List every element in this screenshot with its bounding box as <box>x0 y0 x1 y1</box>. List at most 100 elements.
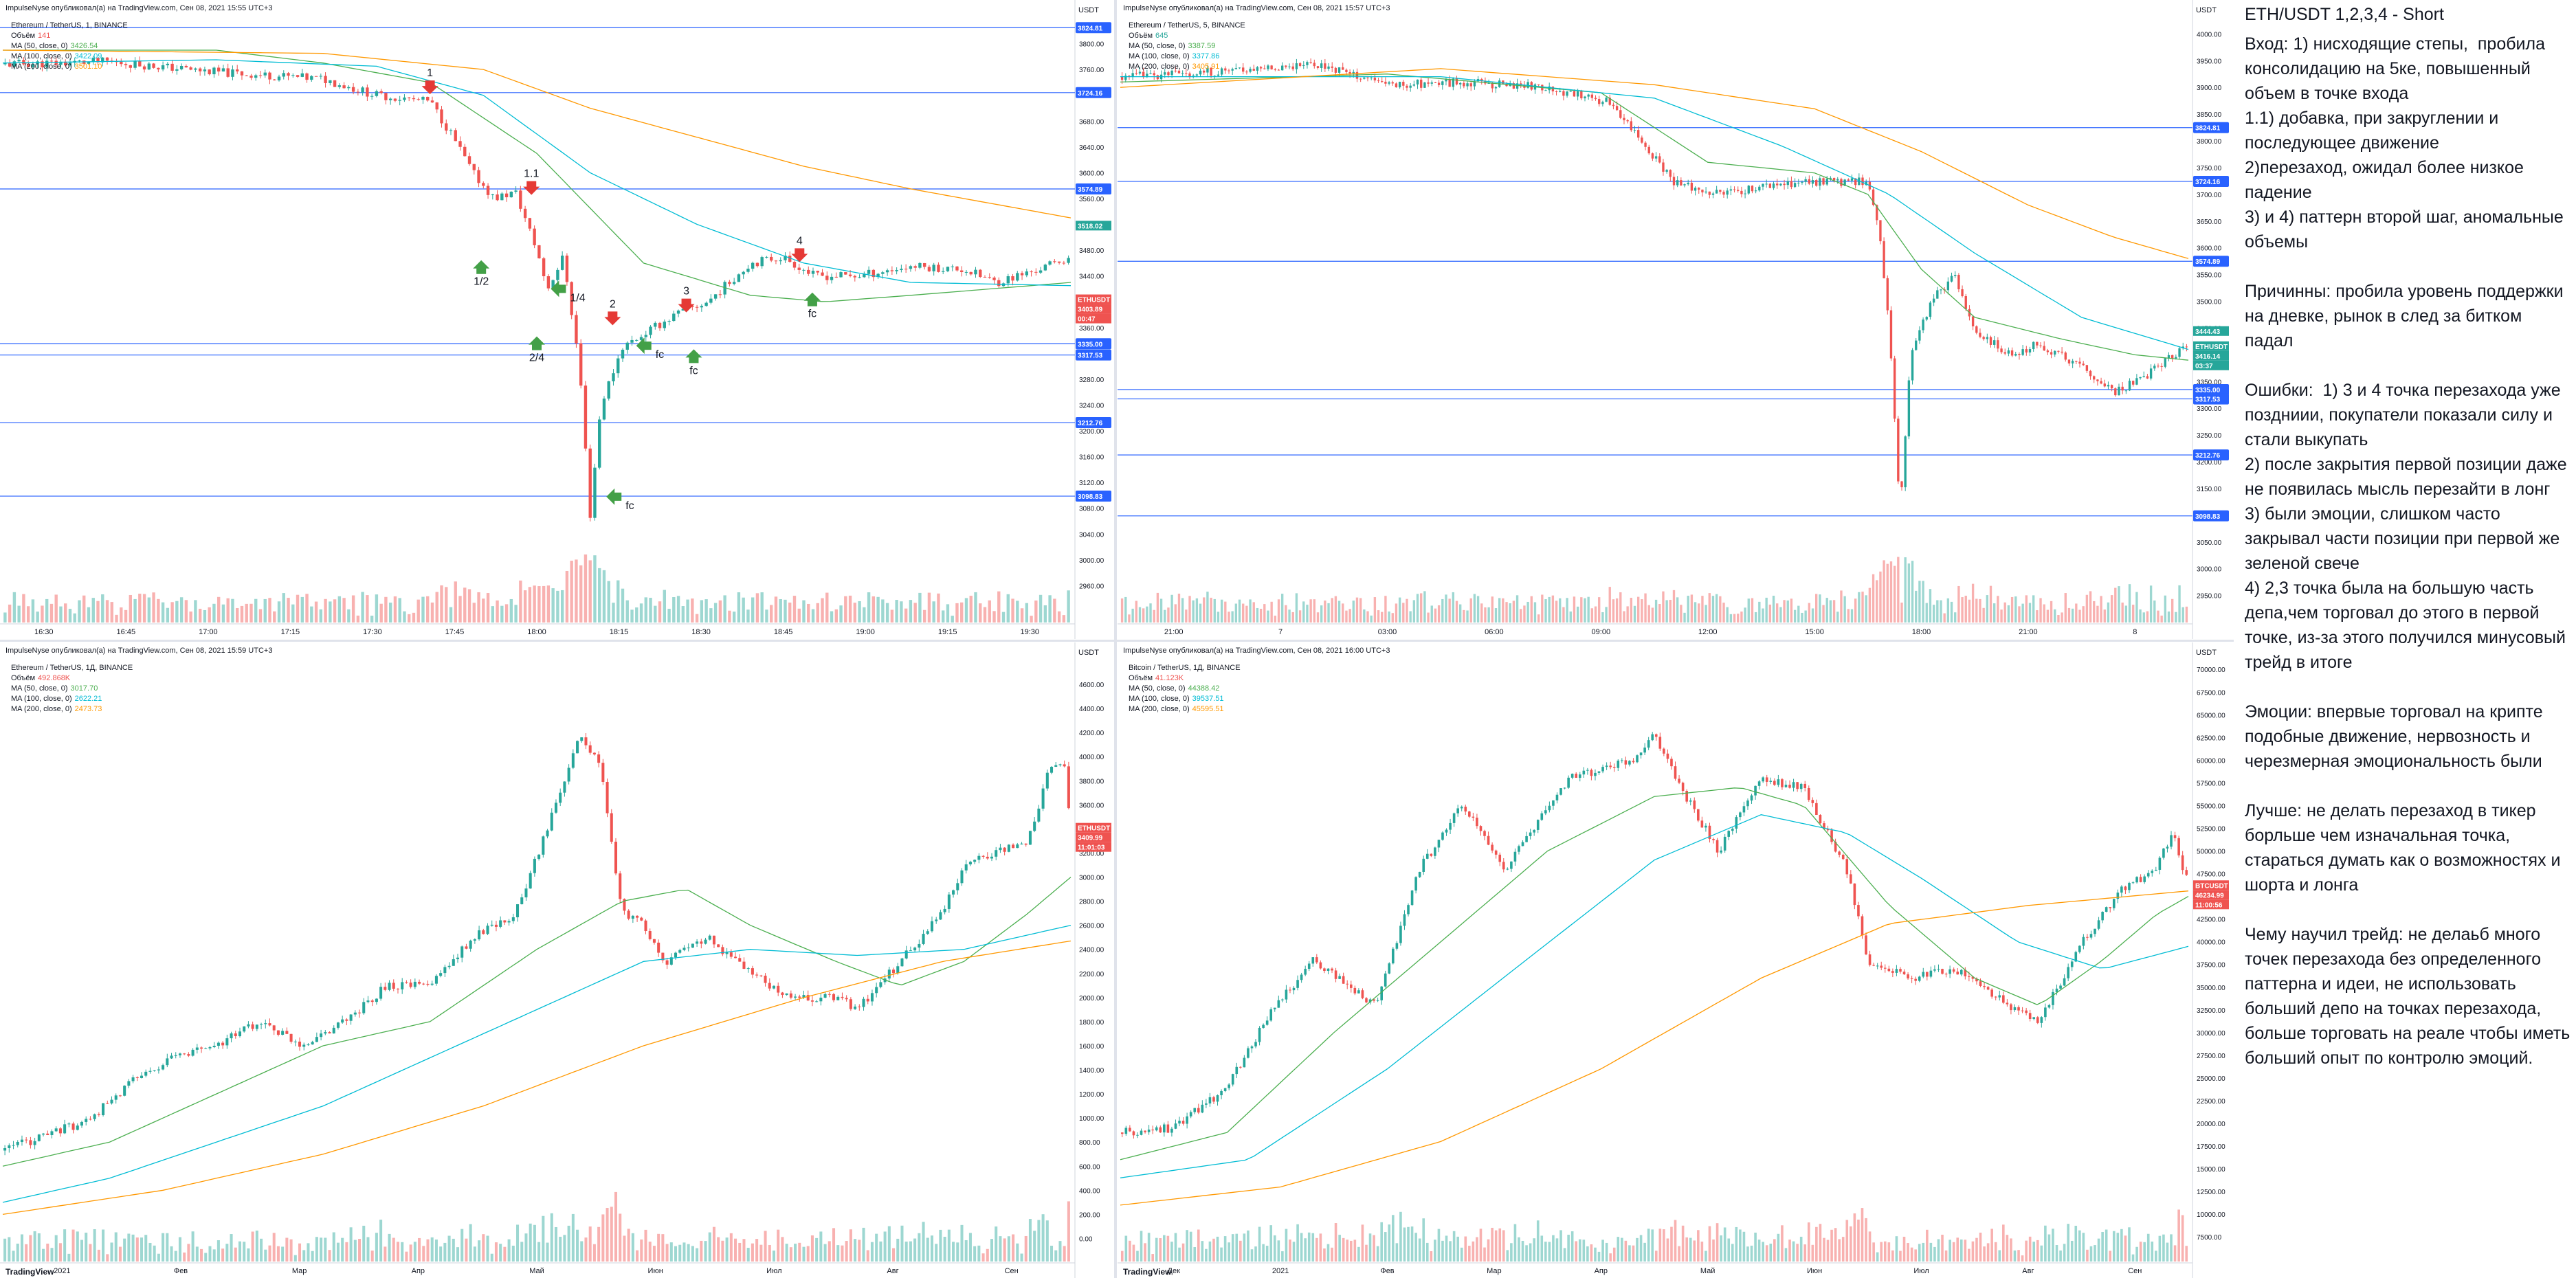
volume-bar <box>1914 1249 1917 1262</box>
price-tag-label: ETHUSDT <box>2195 344 2228 351</box>
candle-body <box>2003 352 2006 354</box>
volume-bar <box>2116 1233 2120 1262</box>
volume-bar <box>413 1242 417 1262</box>
volume-bar <box>1188 596 1191 623</box>
level-tag-label: 3317.53 <box>2195 396 2221 404</box>
y-tick-label: 30000.00 <box>2197 1030 2225 1038</box>
candle-body <box>2014 354 2017 356</box>
ma50-value: 44388.42 <box>1188 684 1220 693</box>
volume-bar <box>755 593 759 623</box>
y-tick-label: 3800.00 <box>1079 778 1104 785</box>
volume-bar <box>300 596 304 623</box>
volume-bar <box>179 597 184 623</box>
candle-body <box>862 998 865 1007</box>
candle-body <box>588 448 592 518</box>
volume-bar <box>2121 602 2124 623</box>
candle-body <box>1398 82 1401 88</box>
volume-bar <box>1520 609 1522 623</box>
volume-bar <box>770 605 773 623</box>
volume-bar <box>524 1233 528 1262</box>
volume-bar <box>2110 595 2113 623</box>
candle-body <box>968 862 972 864</box>
y-tick-label: 37500.00 <box>2197 962 2225 969</box>
trade-arrow-left <box>551 280 566 298</box>
y-tick-label: 4200.00 <box>1079 730 1104 737</box>
volume-bar <box>379 1220 383 1262</box>
candle-body <box>1445 829 1448 833</box>
chart-canvas[interactable]: USDT4600.004400.004200.004000.003800.003… <box>0 642 1113 1278</box>
volume-bar <box>1357 1246 1360 1262</box>
candle-body <box>2100 381 2102 384</box>
volume-bar <box>1872 1242 1875 1262</box>
volume-bar <box>472 603 476 623</box>
volume-bar <box>430 602 434 623</box>
volume-bar <box>1366 611 1369 623</box>
volume-bar <box>97 1249 100 1262</box>
volume-bar <box>467 589 471 623</box>
volume-bar <box>686 599 689 623</box>
chart-canvas[interactable]: USDT70000.0067500.0065000.0062500.006000… <box>1118 642 2231 1278</box>
chart-panel-eth-1d[interactable]: USDT 4600.00 4400.00 4200.00 4000.00 3800.00 3… <box>0 642 1113 1278</box>
y-tick-label: 62500.00 <box>2197 735 2225 742</box>
volume-bar <box>1033 1231 1036 1262</box>
volume-bar <box>1982 607 1985 623</box>
candle-body <box>2055 988 2058 992</box>
chart-canvas[interactable]: USDT4000.003950.003900.003850.003800.003… <box>1118 0 2231 639</box>
candle-body <box>973 860 977 862</box>
volume-bar <box>875 1233 878 1262</box>
candle-body <box>1342 976 1345 984</box>
chart-canvas[interactable]: USDT3800.003760.003720.003680.003640.003… <box>0 0 1113 639</box>
volume-bar <box>1057 611 1061 623</box>
candle-body <box>1562 91 1565 96</box>
volume-bar <box>37 1233 41 1262</box>
x-tick-label: 18:15 <box>610 628 629 636</box>
volume-bar <box>1012 1234 1015 1262</box>
candle-body <box>393 98 397 101</box>
volume-bar <box>1548 1242 1551 1262</box>
volume-bar <box>1515 595 1519 623</box>
volume-bar <box>570 561 573 623</box>
volume-bar <box>302 1250 306 1262</box>
candle-body <box>674 952 678 958</box>
volume-bar <box>1624 1240 1628 1262</box>
volume-bar <box>1907 1243 1909 1262</box>
chart-panel-btc-1d[interactable]: USDT 70000.00 67500.00 65000.00 62500.00 6000… <box>1118 642 2231 1278</box>
volume-bar <box>1632 1245 1635 1262</box>
volume-bar <box>161 602 165 623</box>
volume-bar <box>551 588 555 623</box>
volume-bar <box>2017 1250 2020 1262</box>
volume-bar <box>1808 603 1811 623</box>
volume-bar <box>1880 1242 1883 1262</box>
candle-body <box>1680 180 1683 186</box>
volume-bar <box>1643 1242 1646 1262</box>
volume-bar <box>1224 601 1227 623</box>
candle-body <box>881 272 885 274</box>
candle-body <box>768 983 771 989</box>
volume-bar <box>1815 1226 1818 1262</box>
volume-bar <box>2046 609 2050 623</box>
candle-body <box>1578 774 1581 778</box>
volume-bar <box>336 1242 340 1262</box>
volume-bar <box>251 1231 254 1262</box>
volume-bar <box>1735 1226 1738 1262</box>
candle-body <box>1594 98 1597 100</box>
candle-body <box>22 60 25 65</box>
chart-panel-eth-5m[interactable]: USDT 4000.00 3950.00 3900.00 3850.00 3800.00 3… <box>1118 0 2231 639</box>
candle-body <box>1739 812 1742 818</box>
candle-body <box>1259 67 1263 69</box>
volume-bar <box>1570 1231 1574 1262</box>
volume-bar <box>1803 1244 1807 1262</box>
candle-body <box>764 976 767 983</box>
candle-body <box>1028 831 1032 845</box>
volume-bar <box>922 609 926 623</box>
candle-body <box>351 87 355 92</box>
volume-bar <box>1922 581 1924 623</box>
volume-bar <box>2044 1225 2047 1262</box>
volume-bar <box>1189 1231 1192 1262</box>
price-tag <box>1076 221 1111 231</box>
volume-bar <box>1669 599 1672 623</box>
volume-bar <box>729 1233 733 1262</box>
chart-panel-eth-1m[interactable]: USDT3800.003760.003720.003680.003640.003… <box>0 0 1113 639</box>
volume-bar <box>1889 561 1893 623</box>
candle-body <box>1472 816 1475 818</box>
